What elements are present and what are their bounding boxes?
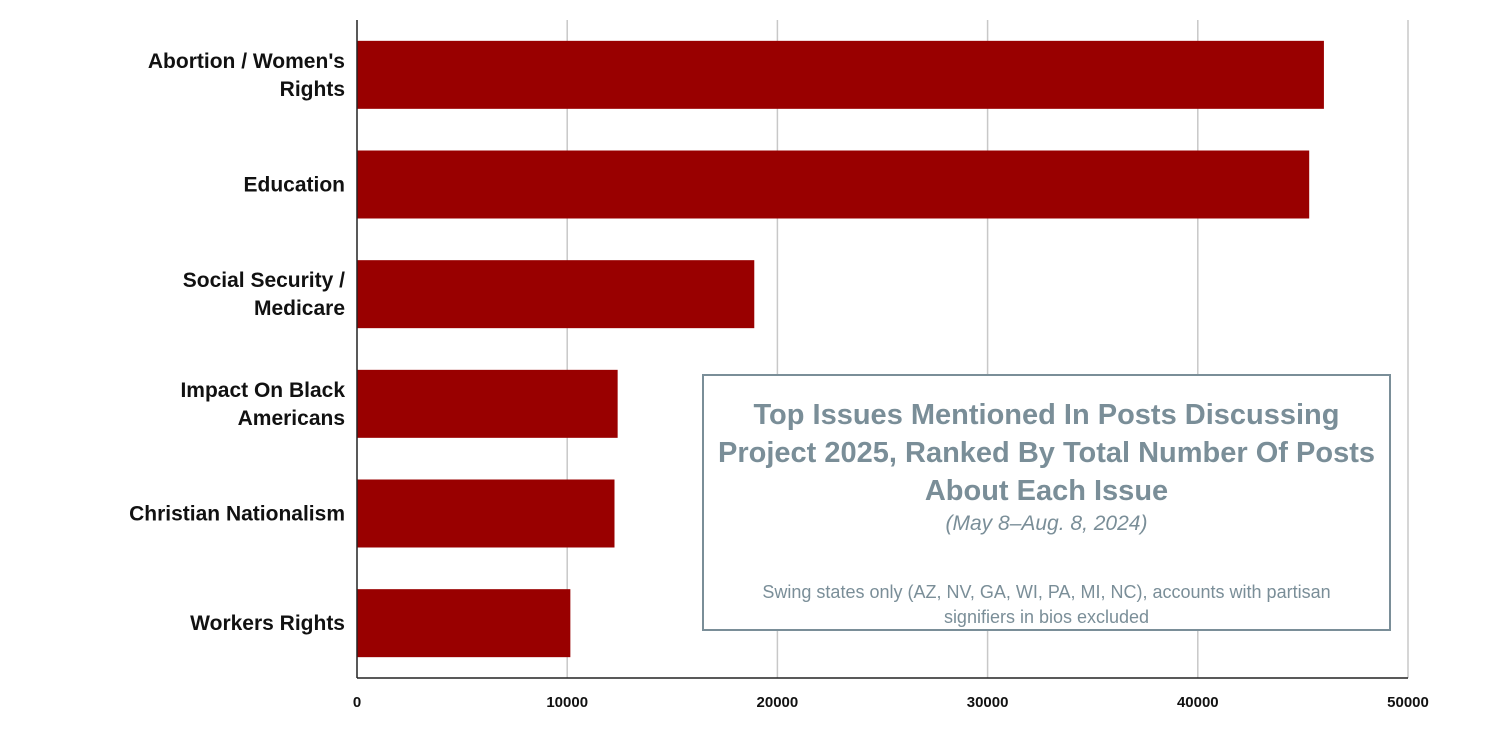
x-tick-label: 40000: [1177, 694, 1219, 711]
bar: [357, 260, 755, 329]
x-tick-label: 30000: [967, 694, 1009, 711]
category-label-line: Rights: [280, 78, 345, 101]
x-tick-labels: 0 10000 20000 30000 40000 50000: [353, 694, 1429, 711]
bar: [357, 150, 1310, 219]
category-label-line: Christian Nationalism: [129, 503, 345, 526]
category-label: Workers Rights: [190, 612, 345, 635]
category-label-line: Impact On Black: [180, 379, 345, 402]
category-label-line: Social Security /: [183, 269, 345, 292]
category-label: Social Security / Medicare: [183, 269, 345, 320]
bars: [357, 40, 1324, 658]
category-label-line: Medicare: [254, 297, 345, 320]
bar: [357, 40, 1324, 109]
category-label-line: Abortion / Women's: [148, 50, 345, 73]
axes: [356, 20, 1408, 679]
category-label: Impact On Black Americans: [180, 379, 345, 430]
bar: [357, 369, 618, 438]
x-tick-label: 0: [353, 694, 361, 711]
chart-title-box: Top Issues Mentioned In Posts Discussing…: [702, 374, 1391, 631]
bar: [357, 589, 571, 658]
category-label-line: Americans: [238, 407, 345, 430]
x-tick-label: 50000: [1387, 694, 1429, 711]
category-label-line: Workers Rights: [190, 612, 345, 635]
chart-title: Top Issues Mentioned In Posts Discussing…: [718, 399, 1375, 507]
chart-note: Swing states only (AZ, NV, GA, WI, PA, M…: [762, 582, 1331, 627]
category-label-line: Education: [243, 174, 345, 197]
category-label: Christian Nationalism: [129, 503, 345, 526]
chart-subtitle: (May 8–Aug. 8, 2024): [945, 512, 1148, 535]
x-tick-label: 20000: [757, 694, 799, 711]
category-label: Education: [243, 174, 345, 197]
bar: [357, 479, 615, 548]
x-tick-label: 10000: [546, 694, 588, 711]
category-label: Abortion / Women's Rights: [148, 50, 345, 101]
category-labels: Abortion / Women's Rights Education Social …: [129, 50, 345, 635]
